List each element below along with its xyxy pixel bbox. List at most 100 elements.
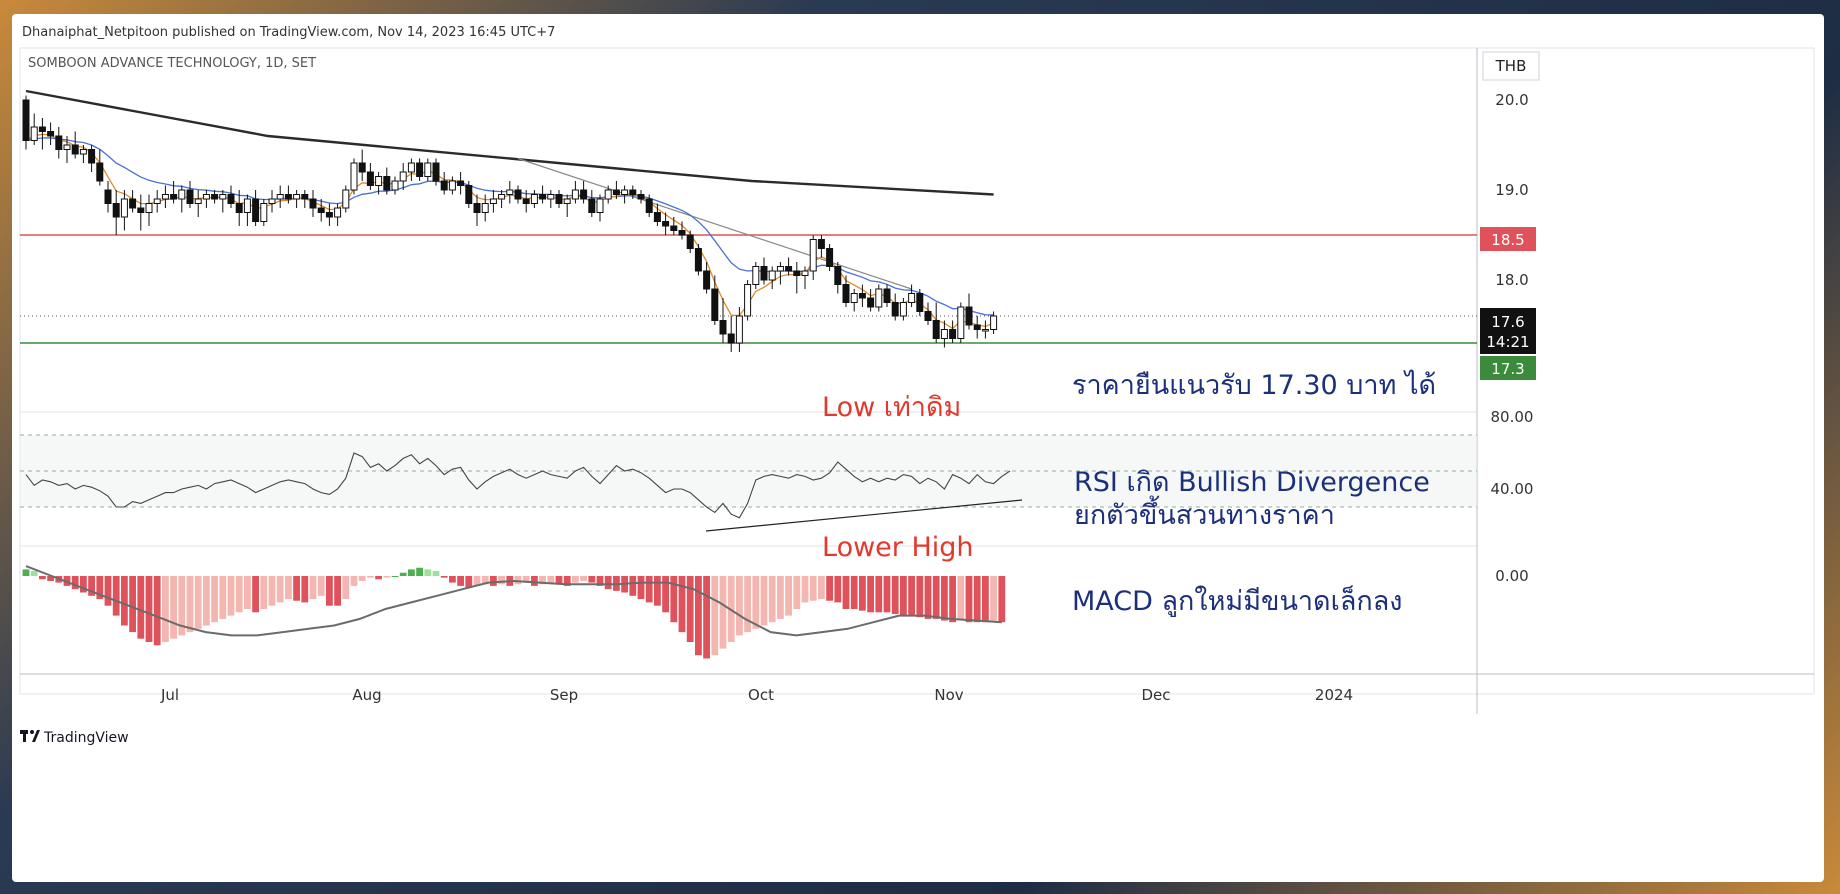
candle-body-up xyxy=(604,189,612,200)
tradingview-brand[interactable]: TradingView xyxy=(43,730,129,746)
candle xyxy=(342,185,350,213)
candle-body-down xyxy=(785,266,793,272)
candle-body-down xyxy=(694,248,702,272)
candle xyxy=(883,284,891,307)
candle xyxy=(981,320,989,339)
macd-bar xyxy=(112,576,120,616)
support-badge-label: 17.3 xyxy=(1491,360,1524,378)
candle-body-up xyxy=(908,293,916,303)
last-price-badge xyxy=(1480,308,1536,354)
candle-body-down xyxy=(416,162,424,177)
candle-body-down xyxy=(317,207,325,213)
macd-bar xyxy=(178,576,186,636)
candle xyxy=(924,302,932,325)
candle xyxy=(104,181,112,213)
candle-body-up xyxy=(161,194,169,200)
candle xyxy=(293,190,301,208)
rsi-annotation-line2: ยกตัวขึ้นสวนทางราคา xyxy=(1074,495,1335,531)
candle-body-up xyxy=(752,266,760,285)
macd-bar xyxy=(949,576,956,623)
candle-body-down xyxy=(932,320,940,339)
candle-body-down xyxy=(653,212,661,222)
macd-bar xyxy=(924,576,932,619)
macd-bar xyxy=(47,576,54,581)
candle xyxy=(268,190,276,213)
candle xyxy=(645,194,653,217)
candle xyxy=(498,190,506,208)
candle-body-down xyxy=(457,180,465,186)
macd-bar xyxy=(129,576,136,633)
candle-body-up xyxy=(776,266,784,272)
candle xyxy=(990,311,998,334)
candle xyxy=(891,293,899,321)
candle xyxy=(621,185,629,204)
macd-bar xyxy=(162,576,169,642)
candle xyxy=(79,145,87,163)
macd-bar xyxy=(80,576,87,593)
candle-body-down xyxy=(325,212,333,218)
candle-body-down xyxy=(965,306,973,326)
candle-body-up xyxy=(391,180,399,191)
macd-bar xyxy=(285,576,292,600)
rsi-divergence-line xyxy=(705,499,1023,532)
time-tick-label: Oct xyxy=(748,686,774,704)
candle-body-up xyxy=(850,293,858,303)
candle-body-down xyxy=(711,288,719,321)
macd-bar xyxy=(170,576,177,639)
candle-body-down xyxy=(678,230,686,236)
candle xyxy=(170,181,178,204)
candle-body-up xyxy=(424,162,432,177)
macd-pane xyxy=(22,565,1006,659)
macd-bar xyxy=(424,569,432,576)
candle xyxy=(760,257,768,285)
candle-body-down xyxy=(817,239,825,249)
candle-body-up xyxy=(145,203,153,213)
candle-body-down xyxy=(137,207,145,213)
price-tick-label: 20.0 xyxy=(1495,91,1528,109)
candle-body-down xyxy=(539,194,547,200)
candle-body-down xyxy=(703,270,711,290)
candle-body-up xyxy=(875,288,883,308)
candle xyxy=(202,190,210,208)
macd-bar xyxy=(334,576,341,606)
currency-box[interactable] xyxy=(1482,51,1540,81)
time-tick-label: 2024 xyxy=(1315,686,1353,704)
macd-bar xyxy=(965,576,973,623)
tradingview-logo-icon[interactable] xyxy=(20,730,40,742)
candle xyxy=(137,194,145,231)
candle xyxy=(457,172,465,195)
macd-bar xyxy=(490,576,497,586)
candle xyxy=(465,181,473,208)
candle xyxy=(317,199,325,222)
candle-body-up xyxy=(506,189,514,195)
macd-bar xyxy=(244,576,251,609)
candle xyxy=(899,298,907,321)
candle xyxy=(383,167,391,195)
candle xyxy=(637,190,645,204)
candle-body-down xyxy=(440,180,448,191)
candle xyxy=(711,275,719,325)
candle xyxy=(555,190,563,208)
candle xyxy=(407,158,415,181)
candle xyxy=(161,185,169,208)
candle xyxy=(514,185,522,204)
macd-bar xyxy=(104,576,112,606)
candle xyxy=(358,149,366,181)
candle-body-down xyxy=(727,333,735,344)
candle-body-up xyxy=(596,198,604,213)
candle-body-down xyxy=(662,221,670,227)
macd-bar xyxy=(531,576,538,586)
candle-body-down xyxy=(227,194,235,204)
candle xyxy=(391,176,399,195)
descending-trendline xyxy=(517,157,912,290)
macd-bar xyxy=(785,576,792,616)
macd-bar xyxy=(654,576,661,606)
macd-bar xyxy=(834,576,842,603)
candle-body-up xyxy=(243,198,251,213)
macd-bar xyxy=(88,576,95,596)
macd-bar xyxy=(826,576,833,601)
macd-bar xyxy=(916,576,924,618)
candle-body-down xyxy=(670,225,678,231)
candle-body-down xyxy=(252,198,260,222)
candle xyxy=(612,181,620,199)
